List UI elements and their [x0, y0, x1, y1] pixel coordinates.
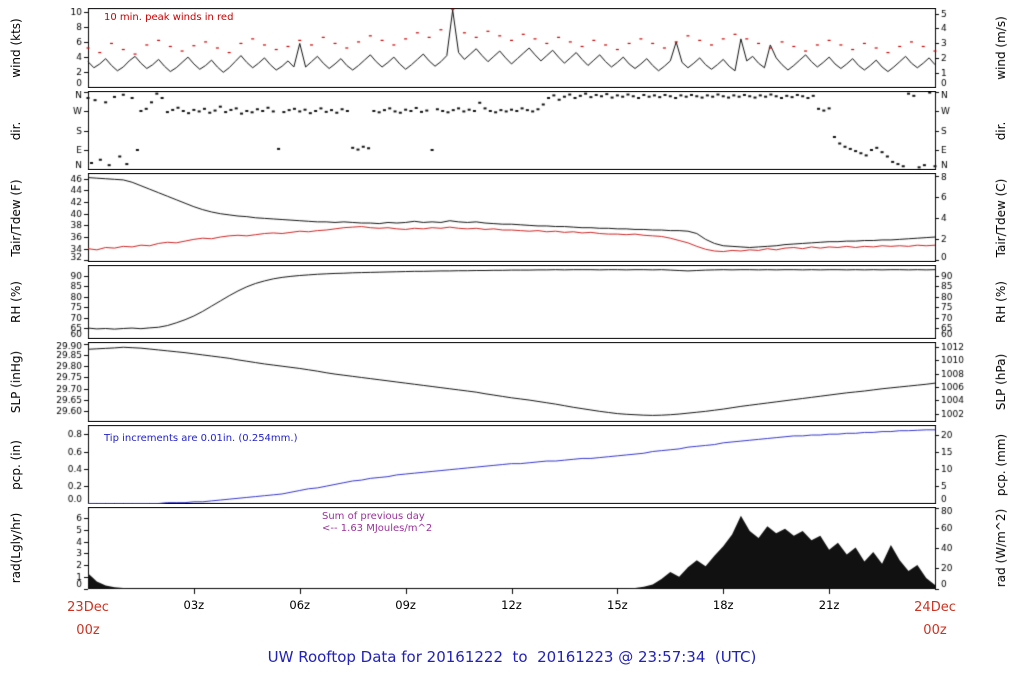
pressure-plot-canvas — [0, 342, 1024, 422]
x-tick-label: 18z — [712, 598, 734, 612]
panel-wind: wind (kts) wind (m/s) 10 min. peak winds… — [0, 8, 1024, 88]
x-tick-label: 12z — [501, 598, 522, 612]
rad-y-axis-label-right: rad (W/m^2) — [994, 508, 1008, 588]
end-date-label: 24Dec — [914, 600, 956, 615]
panel-pressure: SLP (inHg) SLP (hPa) — [0, 342, 1024, 422]
radiation-plot-canvas — [0, 507, 1024, 597]
figure-title: UW Rooftop Data for 20161222 to 20161223… — [267, 648, 757, 666]
panel-relative-humidity: RH (%) RH (%) — [0, 265, 1024, 339]
precipitation-plot-canvas — [0, 425, 1024, 504]
wind-plot-canvas — [0, 8, 1024, 88]
end-time-label: 00z — [923, 622, 947, 638]
dir-y-axis-label-left: dir. — [9, 121, 23, 140]
rad-y-axis-label-left: rad(Lgly/hr) — [9, 512, 23, 584]
x-axis: 03z 06z 09z 12z 15z 18z 21z 23Dec 00z 24Dec 00… — [0, 595, 1024, 643]
start-time-label: 00z — [76, 622, 100, 638]
humidity-plot-canvas — [0, 265, 1024, 339]
wind-y-axis-label-left: wind (kts) — [9, 18, 23, 78]
wind-direction-plot-canvas — [0, 91, 1024, 170]
x-tick-label: 15z — [607, 598, 628, 612]
x-tick-label: 21z — [818, 598, 840, 612]
x-tick-label: 03z — [183, 598, 205, 612]
x-tick-label: 09z — [395, 598, 416, 612]
panel-wind-direction: dir. dir. — [0, 91, 1024, 170]
temp-y-axis-label-right: Tair/Tdew (C) — [994, 178, 1008, 257]
start-date-label: 23Dec — [67, 600, 109, 615]
panel-precipitation: pcp. (in) pcp. (mm) Tip increments are 0… — [0, 425, 1024, 504]
prev-day-sum-annotation-line2: <-- 1.63 MJoules/m^2 — [322, 523, 433, 534]
panel-temperature: Tair/Tdew (F) Tair/Tdew (C) — [0, 173, 1024, 262]
x-axis-end-date: 24Dec 00z — [914, 597, 956, 643]
dir-y-axis-label-right: dir. — [994, 121, 1008, 140]
x-tick-label: 06z — [289, 598, 311, 612]
tip-increments-annotation: Tip increments are 0.01in. (0.254mm.) — [104, 433, 298, 444]
panel-radiation: rad(Lgly/hr) rad (W/m^2) Sum of previous… — [0, 507, 1024, 597]
rh-y-axis-label-left: RH (%) — [9, 281, 23, 323]
pcp-y-axis-label-right: pcp. (mm) — [994, 433, 1008, 496]
slp-y-axis-label-left: SLP (inHg) — [9, 350, 23, 414]
slp-y-axis-label-right: SLP (hPa) — [994, 353, 1008, 411]
temperature-plot-canvas — [0, 173, 1024, 262]
wind-y-axis-label-right: wind (m/s) — [994, 16, 1008, 80]
rh-y-axis-label-right: RH (%) — [994, 281, 1008, 323]
prev-day-sum-annotation-line1: Sum of previous day — [322, 511, 425, 522]
x-axis-start-date: 23Dec 00z — [67, 597, 109, 643]
pcp-y-axis-label-left: pcp. (in) — [9, 439, 23, 490]
peak-winds-annotation: 10 min. peak winds in red — [104, 12, 234, 23]
temp-y-axis-label-left: Tair/Tdew (F) — [9, 178, 23, 257]
